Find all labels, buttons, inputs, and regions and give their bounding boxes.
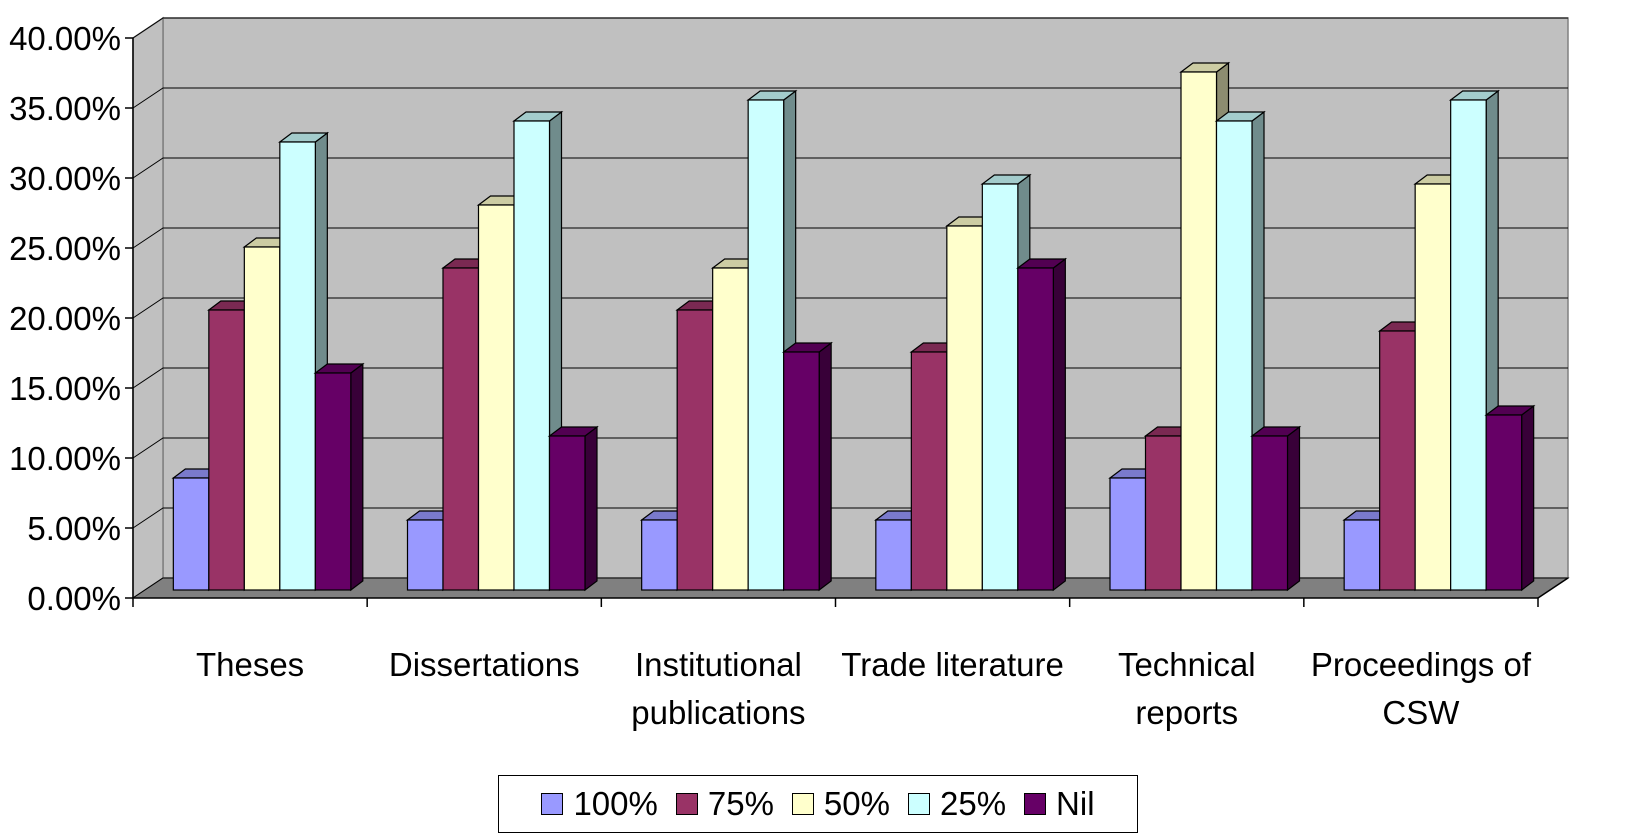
legend-label: 75% [707,785,774,822]
legend-item: 50% [791,785,890,823]
y-tick-label: 20.00% [9,300,121,337]
x-tick-label: Technical reports [1118,646,1256,731]
bar [781,341,833,592]
legend-swatch [791,793,814,815]
x-tick-label: Theses [196,646,304,683]
x-tick-label: Trade literature [841,646,1064,683]
y-tick-label: 0.00% [27,580,121,617]
y-tick-label: 35.00% [9,90,121,127]
legend-swatch [541,793,564,815]
gridline [132,507,1568,529]
legend-item: 100% [541,785,658,823]
y-tick-label: 40.00% [9,20,121,57]
legend-label: Nil [1056,785,1095,822]
bar [1250,425,1302,592]
legend-item: 25% [907,785,1007,823]
gridline [132,17,1568,39]
x-tick-label: Proceedings of CSW [1311,646,1532,731]
legend-label: 100% [573,785,658,822]
legend-swatch [907,793,930,815]
bar-chart: 0.00% 5.00% 10.00% 15.00% 20.00% 25.00% 30.00%… [9,16,1570,731]
legend-label: 50% [823,785,890,822]
y-tick-label: 30.00% [9,160,121,197]
bar [1484,404,1536,592]
legend-swatch [1024,793,1047,815]
bar [1016,257,1068,592]
gridline [132,87,1568,109]
gridline [132,157,1568,179]
legend-item: Nil [1024,785,1095,823]
gridline [132,297,1568,319]
y-tick-label: 25.00% [9,230,121,267]
bars [171,61,1536,592]
bar [313,362,365,592]
x-tick-label: Institutional publications [631,646,805,731]
x-tick-label: Dissertations [389,646,580,683]
y-tick-label: 15.00% [9,370,121,407]
legend-swatch [675,793,698,815]
legend-label: 25% [939,785,1007,822]
y-tick-label: 10.00% [9,440,121,477]
legend: 100% 75% 50% 25% Nil [498,775,1138,833]
axes: 0.00% 5.00% 10.00% 15.00% 20.00% 25.00% 30.00%… [9,20,1569,731]
legend-item: 75% [675,785,774,823]
gridlines [132,17,1568,599]
gridline [132,227,1568,249]
gridline [132,367,1568,389]
x-axis-depth-edge [1537,577,1569,599]
bar [547,425,599,592]
gridline [132,437,1568,459]
y-tick-label: 5.00% [27,510,121,547]
